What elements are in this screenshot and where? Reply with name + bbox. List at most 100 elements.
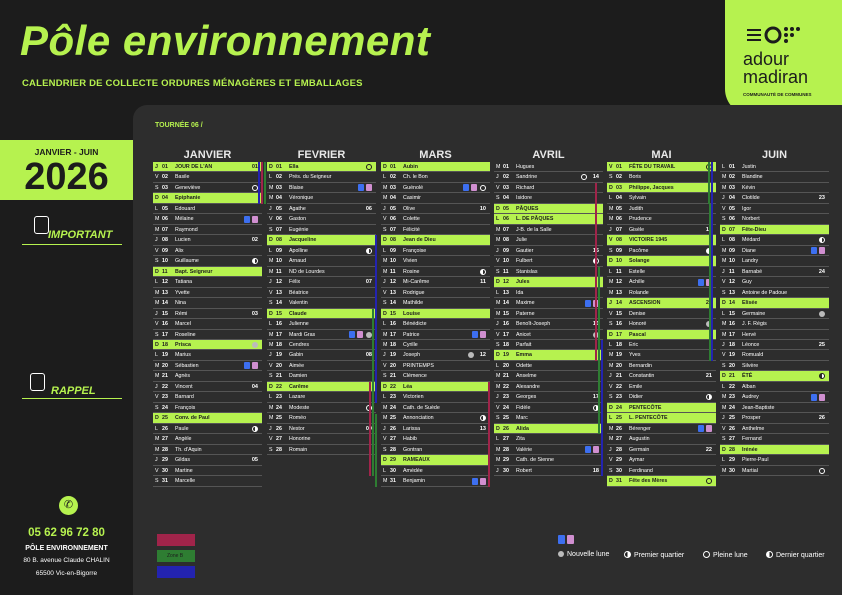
day-letter: J [722,341,725,348]
day-number: 30 [729,467,735,474]
day-row: J 19 Gabin 08 [267,350,376,361]
logo-text-madiran: madiran [743,67,809,87]
day-letter: M [609,216,614,223]
day-letter: D [722,373,726,380]
day-letter: J [269,205,272,212]
day-row: V 24 Fidèle [494,403,603,414]
day-number: 11 [503,268,509,275]
day-row: L 13 Ida [494,288,603,299]
day-letter: D [269,310,273,317]
saint-name: Tatiana [175,279,193,286]
last-quarter-icon [819,237,825,244]
day-row: L 27 Zita [494,434,603,445]
day-row: S 07 Eugénie [267,225,376,236]
saint-name: Prisca [175,341,191,348]
day-row: S 18 Parfait [494,340,603,351]
saint-name: Sylvain [629,195,647,202]
first-quarter-icon [252,425,258,432]
day-number: 01 [390,164,396,170]
saint-name: Rosine [403,268,420,275]
day-letter: D [269,164,273,170]
day-number: 19 [162,352,168,359]
day-row: L 16 Julienne [267,319,376,330]
day-letter: D [155,195,159,202]
day-letter: V [383,289,387,296]
day-number: 17 [276,331,282,338]
day-number: 05 [503,205,509,212]
day-row: J 11 Barnabé 24 [720,267,829,278]
day-letter: J [155,383,158,390]
saint-name: Martine [175,467,193,474]
day-letter: S [155,478,159,485]
day-number: 19 [616,352,622,359]
saint-name: J. F. Régis [742,321,767,328]
day-number: 20 [162,362,168,369]
recycling-bin-icon [349,331,355,338]
day-row: M 03 Guénolé [381,183,490,194]
day-letter: M [722,174,727,181]
vacation-bar [598,266,600,435]
day-row: M 10 Vivien [381,256,490,267]
holiday-row: V 01 FÊTE DU TRAVAIL [607,162,716,173]
day-row: S 06 Norbert [720,214,829,225]
saint-name: Rolande [629,289,649,296]
day-number: 21 [276,373,282,380]
day-row: M 07 J-B. de la Salle [494,225,603,236]
day-row: V 15 Denise [607,309,716,320]
day-letter: D [609,478,613,485]
logo-icon [747,26,800,44]
saint-name: Agathe [289,205,306,212]
day-letter: M [496,457,501,464]
day-letter: V [155,467,159,474]
day-letter: L [496,289,499,296]
saint-name: Bérenger [629,425,651,432]
day-row: S 16 Honoré [607,319,716,330]
day-number: 06 [503,216,509,223]
day-number: 27 [503,436,509,443]
day-number: 27 [616,436,622,443]
day-letter: M [609,205,614,212]
recycling-bin-icon [585,446,591,454]
saint-name: Blandine [742,174,763,181]
day-letter: M [383,195,388,202]
day-letter: L [383,394,386,401]
day-number: 26 [162,425,168,432]
saint-name: François [175,404,196,411]
day-letter: V [609,383,613,390]
day-letter: L [609,341,612,348]
day-number: 04 [390,195,396,202]
saint-name: Pascal [629,331,646,338]
saint-name: Françoise [403,247,427,254]
month-fevrier: FEVRIER D 01 Ella L 02 Prés. du Seigneur M 03 Bla… [267,148,376,456]
saint-name: Didier [629,394,643,401]
day-row: V 29 Aymar [607,455,716,466]
day-number: 04 [616,195,622,202]
day-number: 03 [729,184,735,191]
day-number: 11 [162,268,168,275]
day-number: 24 [616,404,622,411]
day-letter: S [496,415,500,422]
new-moon-icon [558,551,564,557]
day-row: J 23 Georges 17 [494,392,603,403]
day-number: 12 [729,279,735,286]
day-number: 07 [616,226,622,233]
month-name: MAI [651,149,672,161]
day-row: M 20 Sébastien [153,361,262,372]
saint-name: Sandrine [516,174,538,181]
day-number: 12 [162,279,168,286]
month-janvier: JANVIER J 01 JOUR DE L'AN 01 V 02 Basile S 03 Gene… [153,148,262,487]
day-row: S 25 Marc [494,413,603,424]
day-letter: M [722,467,727,474]
phone-number[interactable]: 05 62 96 72 80 [28,527,105,539]
day-letter: M [383,184,388,191]
day-number: 16 [503,321,509,328]
week-number: 24 [818,268,825,275]
day-row: M 11 Rosine [381,267,490,278]
day-list: V 01 FÊTE DU TRAVAIL S 02 Boris D 03 Philippe, J… [607,162,716,487]
new-moon-icon [468,352,474,359]
day-letter: L [496,436,499,443]
day-letter: V [722,352,726,359]
day-letter: M [722,247,727,254]
day-letter: L [383,467,386,474]
day-letter: S [383,446,387,453]
